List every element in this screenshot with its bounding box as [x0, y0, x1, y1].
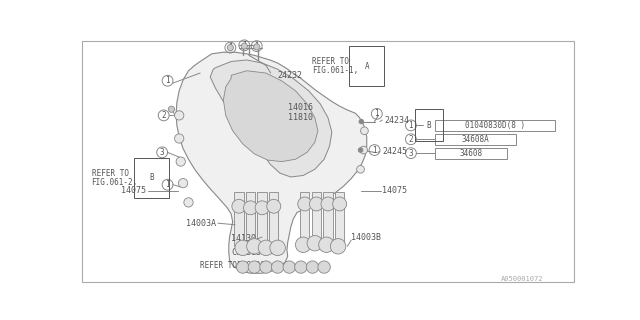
Text: 14016: 14016 [288, 103, 313, 112]
Circle shape [330, 239, 346, 254]
Text: 24232: 24232 [278, 71, 303, 80]
Text: 14003B: 14003B [351, 233, 381, 242]
Text: A050001072: A050001072 [500, 276, 543, 283]
Text: C00B13: C00B13 [231, 248, 261, 257]
Text: 2: 2 [161, 111, 166, 120]
Text: B: B [426, 121, 431, 130]
Circle shape [307, 261, 319, 273]
Text: 24245: 24245 [382, 147, 407, 156]
Circle shape [175, 111, 184, 120]
Bar [246, 192, 255, 246]
Text: 3: 3 [160, 148, 164, 157]
Circle shape [227, 44, 234, 51]
Text: 1: 1 [408, 121, 413, 130]
Circle shape [359, 119, 364, 124]
Text: 1: 1 [165, 180, 170, 189]
Text: 14075: 14075 [121, 186, 146, 195]
Circle shape [235, 240, 250, 256]
Text: 3: 3 [408, 148, 413, 158]
Circle shape [246, 239, 262, 254]
Bar [435, 120, 555, 131]
Circle shape [237, 261, 249, 273]
Bar [300, 192, 309, 246]
Text: 14075: 14075 [382, 186, 407, 195]
Polygon shape [176, 52, 367, 273]
Circle shape [283, 261, 296, 273]
Circle shape [176, 157, 186, 166]
Circle shape [168, 106, 175, 112]
Text: FIG.061-1,: FIG.061-1, [312, 66, 359, 75]
Text: FIG.061-2,: FIG.061-2, [92, 178, 138, 187]
Circle shape [333, 197, 347, 211]
Text: 1: 1 [242, 41, 246, 50]
Circle shape [175, 134, 184, 143]
Circle shape [356, 165, 364, 173]
Circle shape [307, 236, 323, 251]
Text: 14003A: 14003A [186, 219, 216, 228]
Circle shape [318, 261, 330, 273]
Text: 14130: 14130 [231, 234, 256, 243]
Circle shape [298, 197, 312, 211]
Circle shape [360, 146, 367, 154]
Text: REFER TO: REFER TO [312, 57, 349, 66]
Text: REFER TO: REFER TO [92, 169, 129, 178]
Polygon shape [210, 60, 332, 177]
Text: 1: 1 [372, 146, 377, 155]
Circle shape [232, 199, 246, 213]
Polygon shape [223, 71, 318, 162]
Bar [269, 192, 278, 246]
Circle shape [184, 198, 193, 207]
Circle shape [271, 261, 284, 273]
Text: 2: 2 [408, 135, 413, 144]
Text: REFER TOFIG.061-4: REFER TOFIG.061-4 [200, 261, 279, 270]
Circle shape [244, 201, 257, 215]
Bar [257, 192, 267, 246]
Text: 34608: 34608 [459, 148, 482, 158]
Circle shape [241, 43, 248, 49]
Text: 24234: 24234 [385, 116, 410, 124]
Circle shape [260, 261, 272, 273]
Text: B: B [149, 173, 154, 182]
Circle shape [309, 197, 323, 211]
Circle shape [270, 240, 285, 256]
Circle shape [248, 261, 260, 273]
Text: 1: 1 [254, 42, 259, 51]
Circle shape [321, 197, 335, 211]
Text: 11810: 11810 [288, 113, 313, 122]
Bar [312, 192, 321, 246]
Circle shape [179, 179, 188, 188]
Bar [435, 148, 507, 158]
Circle shape [253, 44, 260, 50]
Circle shape [319, 237, 334, 252]
Text: 34608A: 34608A [461, 135, 489, 144]
Text: 1: 1 [228, 43, 233, 52]
Circle shape [255, 201, 269, 215]
Circle shape [267, 199, 281, 213]
Circle shape [360, 127, 368, 135]
Text: 01040830D(8 ): 01040830D(8 ) [465, 121, 525, 130]
Bar [323, 192, 333, 246]
Circle shape [294, 261, 307, 273]
Text: A: A [364, 62, 369, 71]
Bar [435, 134, 516, 145]
Bar [234, 192, 244, 246]
Text: 1: 1 [165, 76, 170, 85]
Circle shape [296, 237, 311, 252]
Circle shape [259, 240, 274, 256]
Circle shape [358, 148, 363, 152]
Bar [335, 192, 344, 246]
Text: 1: 1 [374, 109, 379, 118]
